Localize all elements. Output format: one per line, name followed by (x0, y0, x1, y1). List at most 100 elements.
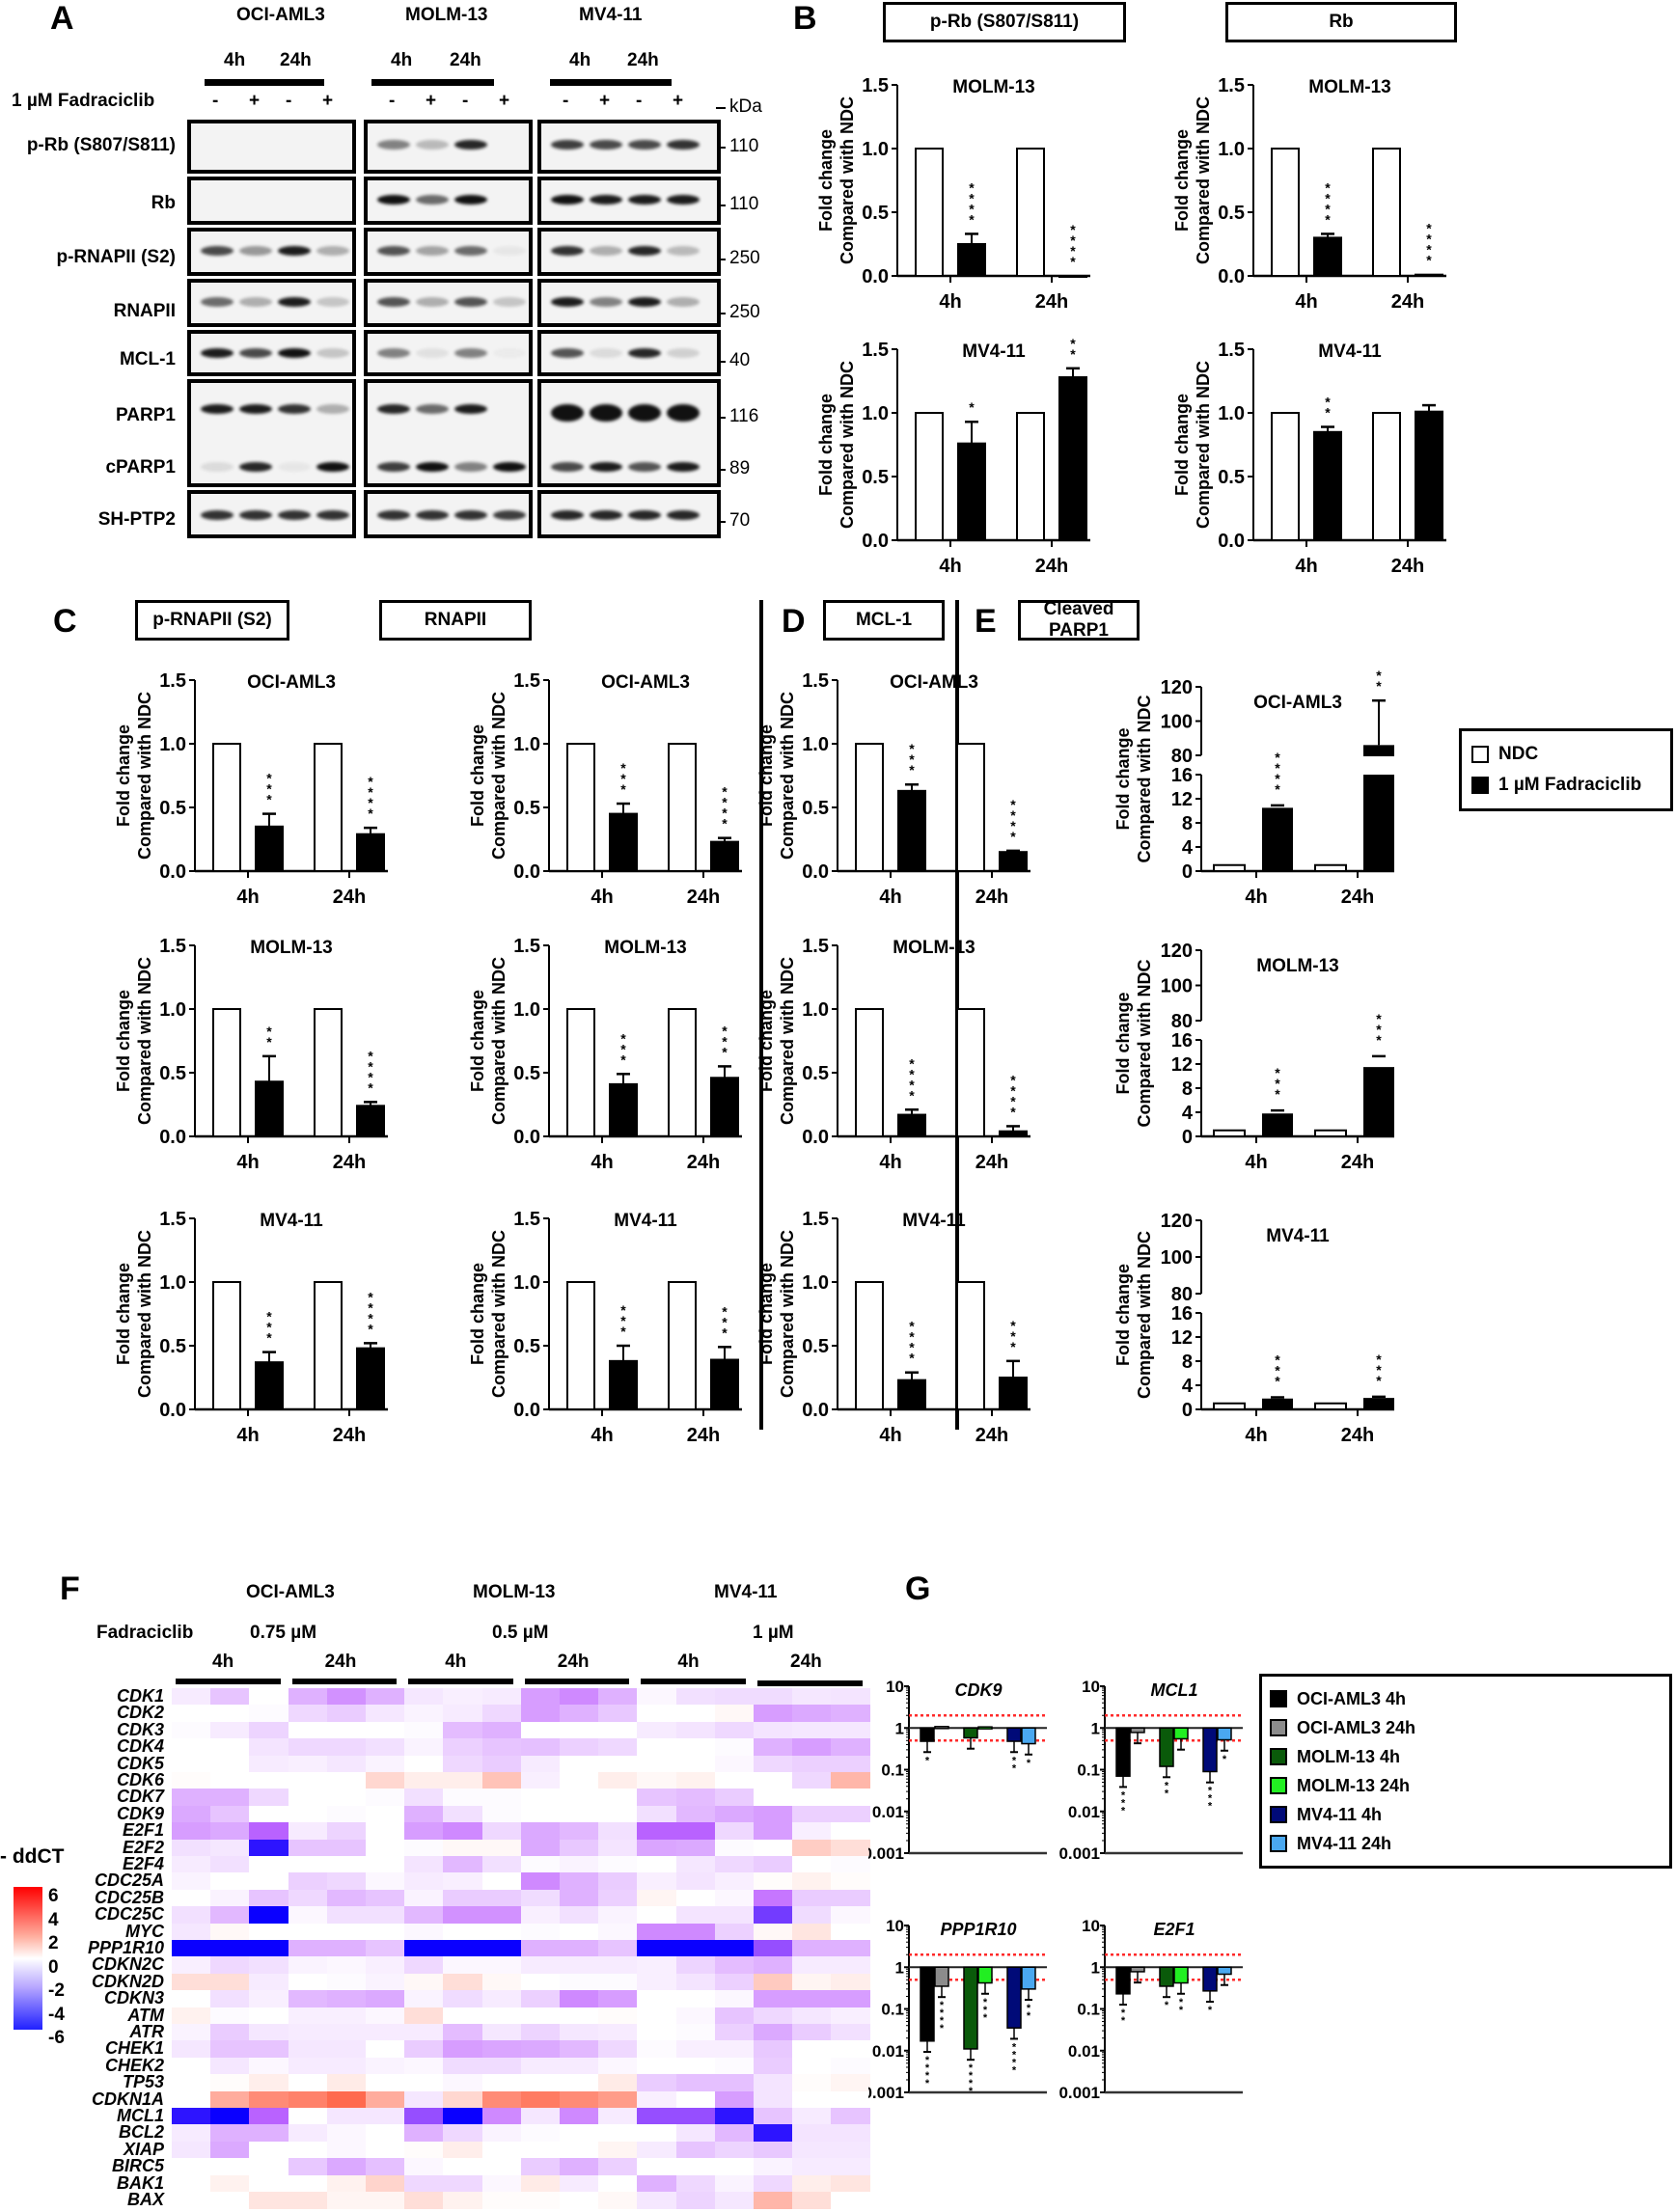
heatmap-cell (792, 1990, 832, 2008)
heatmap-cell (560, 1721, 599, 1739)
heatmap-cell (637, 2024, 677, 2041)
protein-band (316, 348, 349, 358)
svg-text:1.0: 1.0 (802, 1272, 829, 1294)
heatmap-cell (481, 2158, 522, 2176)
protein-band (454, 140, 487, 150)
svg-text:12: 12 (1171, 1054, 1193, 1076)
heatmap-cell (754, 1721, 793, 1739)
svg-text:*: * (368, 1048, 373, 1063)
svg-text:*: * (1275, 781, 1280, 797)
heatmap-cell (326, 1705, 367, 1723)
heatmap-cell (172, 1990, 211, 2008)
heatmap-cell (520, 2158, 561, 2176)
heatmap-cell (637, 1872, 677, 1891)
heatmap-cell (366, 1973, 405, 1991)
svg-text:1.5: 1.5 (513, 1209, 540, 1230)
heatmap-cell (520, 2174, 561, 2193)
svg-text:*: * (1010, 1339, 1016, 1354)
heatmap-cell (288, 2108, 328, 2125)
heatmap-cell (443, 1906, 483, 1925)
heatmap-cell (637, 1789, 677, 1807)
protein-band (628, 140, 661, 150)
svg-text:*: * (1275, 1352, 1280, 1368)
gene-label: CDK9 (116, 1803, 164, 1823)
svg-text:*: * (1426, 221, 1432, 236)
heatmap-cell (598, 2057, 638, 2075)
svg-text:1.5: 1.5 (513, 936, 540, 957)
heatmap-cell (792, 2108, 832, 2125)
heatmap-cell (210, 2174, 250, 2193)
svg-text:0.0: 0.0 (513, 861, 540, 883)
protein-band (201, 246, 234, 256)
heatmap-cell (481, 1705, 522, 1723)
svg-text:OCI-AML3: OCI-AML3 (890, 672, 978, 693)
svg-text:*: * (940, 2000, 945, 2011)
heatmap-cell (326, 2174, 367, 2193)
heatmap-cell (288, 1805, 328, 1823)
protein-band (201, 462, 234, 472)
heatmap-cell (831, 2174, 871, 2193)
heatmap-cell (520, 1940, 561, 1957)
svg-text:Fold change: Fold change (468, 990, 487, 1092)
svg-text:4h: 4h (879, 1152, 901, 1173)
bar-chart: Fold change Compared with NDC 0.0 0.5 1.0 1.5… (468, 670, 742, 908)
heatmap-cell (172, 1738, 211, 1757)
heatmap-cell (520, 2141, 561, 2159)
protein-band (201, 510, 234, 520)
svg-text:*: * (620, 760, 626, 776)
heatmap-cell (714, 1990, 755, 2008)
heatmap-cell (754, 1990, 793, 2008)
panel-d-title: MCL-1 (823, 600, 945, 641)
heatmap-cell (792, 1956, 832, 1975)
protein-band (454, 462, 487, 472)
heatmap-cell (288, 1956, 328, 1975)
bar-chart: Fold change Compared with NDC 0.0 0.5 1.0 1.5… (1172, 340, 1446, 577)
heatmap-cell (831, 2074, 871, 2092)
svg-text:*: * (909, 1340, 915, 1355)
scale-tick: -4 (48, 2004, 65, 2025)
heatmap-cell (831, 1738, 871, 1757)
svg-text:0: 0 (1182, 1400, 1193, 1421)
heatmap-cell (210, 1738, 250, 1757)
heatmap-cell (792, 1688, 832, 1706)
heatmap-cell (598, 2074, 638, 2092)
protein-band (377, 195, 410, 205)
heatmap-cell (560, 1923, 599, 1941)
panel-g-letter: G (905, 1570, 931, 1607)
heatmap-cell (792, 2057, 832, 2075)
heatmap-cell (249, 1755, 289, 1773)
heatmap-cell (675, 2108, 716, 2125)
svg-text:Fold change: Fold change (1113, 727, 1133, 830)
heatmap-cell (404, 2108, 444, 2125)
heatmap-cell (481, 2192, 522, 2209)
heatmap-cell (714, 2007, 755, 2025)
protein-band (316, 510, 349, 520)
heatmap-cell (326, 2007, 367, 2025)
heatmap-cell (210, 2007, 250, 2025)
heatmap-cell (443, 1956, 483, 1975)
svg-text:10: 10 (886, 1678, 904, 1696)
heatmap-cell (481, 1755, 522, 1773)
svg-text:*: * (1179, 2005, 1184, 2016)
heatmap-cell (637, 2040, 677, 2059)
svg-text:100: 100 (1161, 712, 1193, 733)
blot-membrane (364, 228, 533, 276)
heatmap-cell (560, 2124, 599, 2143)
heatmap-cell (443, 1789, 483, 1807)
heatmap-cell (520, 1772, 561, 1789)
protein-band (667, 246, 700, 256)
heatmap-cell (210, 1772, 250, 1789)
blot-row-label: cPARP1 (105, 457, 176, 478)
svg-text:0.0: 0.0 (802, 861, 829, 883)
svg-text:1.5: 1.5 (159, 1209, 186, 1230)
heatmap-cell (831, 1856, 871, 1873)
protein-band (239, 348, 272, 358)
heatmap-cell (404, 1956, 444, 1975)
heatmap-cell (443, 1721, 483, 1739)
svg-text:OCI-AML3: OCI-AML3 (601, 672, 690, 693)
heatmap-cell (404, 2057, 444, 2075)
bar-chart: Fold change Compared with NDC 0.0 0.5 1.0 1.5… (816, 75, 1090, 313)
heatmap-cell (366, 2057, 405, 2075)
heatmap-cell (675, 1789, 716, 1807)
